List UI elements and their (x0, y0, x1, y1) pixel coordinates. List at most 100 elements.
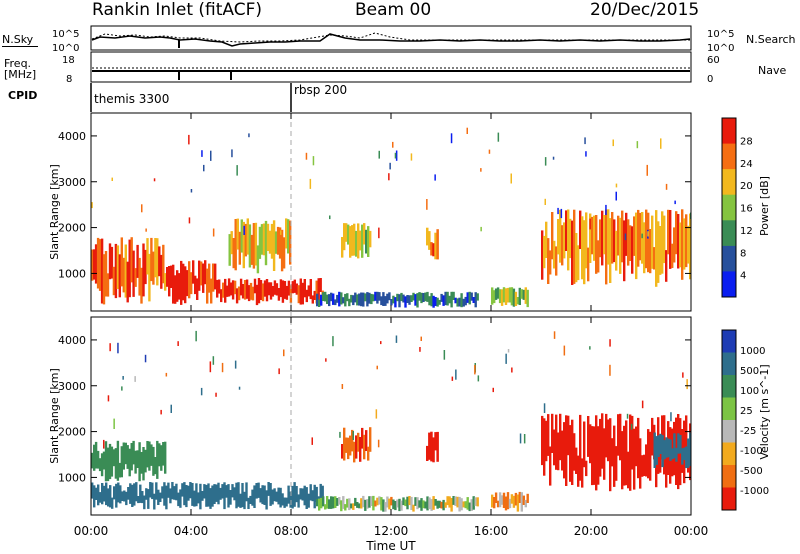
range-cell (601, 413, 604, 469)
range-cell (98, 458, 102, 472)
range-cell (679, 222, 682, 268)
range-cell (663, 440, 666, 460)
range-cell (164, 273, 167, 291)
range-cell (111, 497, 114, 509)
scatter-echo (552, 156, 555, 160)
range-cell (237, 286, 241, 301)
range-cell (113, 486, 116, 500)
range-cell (280, 229, 284, 272)
y-tick-label: 1000 (58, 267, 86, 280)
range-cell (518, 287, 521, 305)
range-cell (355, 230, 358, 257)
y-tick-label: 2000 (58, 426, 86, 439)
colorbar-tick-label: -100 (740, 446, 763, 457)
range-cell (434, 432, 437, 451)
scatter-echo (492, 387, 494, 393)
range-cell (273, 280, 277, 295)
colorbar-tick-label: 4 (740, 271, 746, 282)
range-cell (386, 293, 389, 304)
range-cell (171, 482, 174, 500)
range-cell (136, 450, 139, 468)
colorbar-tick-label: 500 (740, 366, 759, 377)
colorbar-swatch (722, 118, 736, 145)
scatter-echo (624, 233, 627, 241)
range-cell (663, 215, 666, 264)
range-cell (675, 211, 678, 255)
colorbar-swatch (722, 397, 736, 421)
scatter-echo (311, 437, 313, 445)
range-cell (216, 279, 219, 298)
range-cell (124, 244, 127, 298)
range-cell (406, 496, 409, 510)
range-cell (392, 295, 395, 304)
scatter-echo (563, 345, 566, 356)
range-cell (354, 292, 357, 303)
range-cell (100, 453, 104, 477)
range-cell (689, 213, 692, 280)
range-cell (402, 497, 405, 506)
scatter-echo (329, 215, 331, 220)
range-cell (311, 490, 314, 502)
range-cell (444, 502, 447, 508)
scatter-echo (544, 198, 546, 205)
range-cell (468, 291, 471, 305)
range-cell (99, 492, 102, 503)
range-cell (275, 491, 278, 502)
range-cell (121, 491, 124, 501)
colorbar-tick-label: 12 (740, 226, 753, 237)
range-cell (336, 294, 339, 303)
range-cell (553, 240, 556, 269)
range-cell (160, 254, 163, 289)
colorbar-tick-label: 16 (740, 204, 753, 215)
range-cell (388, 498, 391, 510)
range-cell (112, 266, 116, 296)
range-cell (541, 415, 544, 466)
range-cell (426, 496, 429, 511)
range-cell (549, 250, 552, 275)
range-cell (635, 212, 638, 280)
range-cell (351, 429, 354, 452)
range-cell (126, 261, 129, 303)
range-cell (238, 231, 241, 265)
range-cell (621, 210, 624, 263)
range-cell (199, 483, 202, 510)
range-cell (599, 219, 602, 258)
scatter-echo (410, 153, 413, 161)
range-cell (125, 491, 128, 506)
power-colorbar-label: Power [dB] (758, 176, 771, 236)
range-cell (93, 249, 96, 280)
range-cell (321, 485, 324, 504)
range-cell (466, 292, 469, 303)
range-cell (637, 417, 640, 479)
range-cell (243, 280, 247, 300)
colorbar-tick-label: 28 (740, 136, 753, 147)
range-cell (160, 445, 163, 471)
range-cell (356, 294, 359, 306)
range-cell (277, 288, 281, 301)
scatter-echo (665, 183, 668, 190)
range-cell (168, 266, 171, 297)
range-cell (106, 273, 110, 297)
range-cell (357, 432, 360, 452)
x-axis: 00:00 04:00 08:00 12:00 16:00 20:00 00:00 (74, 113, 708, 538)
range-cell (91, 482, 94, 499)
range-cell (649, 229, 652, 274)
range-cell (256, 245, 260, 274)
range-cell (365, 229, 368, 254)
range-cell (476, 293, 479, 301)
range-cell (148, 441, 151, 471)
range-cell (653, 247, 656, 270)
range-cell (603, 428, 606, 480)
range-cell (263, 485, 266, 505)
scatter-echo (395, 150, 398, 161)
range-cell (108, 243, 112, 280)
range-cell (438, 500, 441, 508)
range-cell (520, 289, 523, 299)
range-cell (97, 484, 100, 506)
range-cell (263, 280, 267, 297)
scatter-echo (341, 384, 344, 389)
range-cell (516, 297, 520, 305)
range-cell (271, 286, 275, 297)
range-cell (412, 292, 415, 301)
range-cell (627, 219, 630, 266)
